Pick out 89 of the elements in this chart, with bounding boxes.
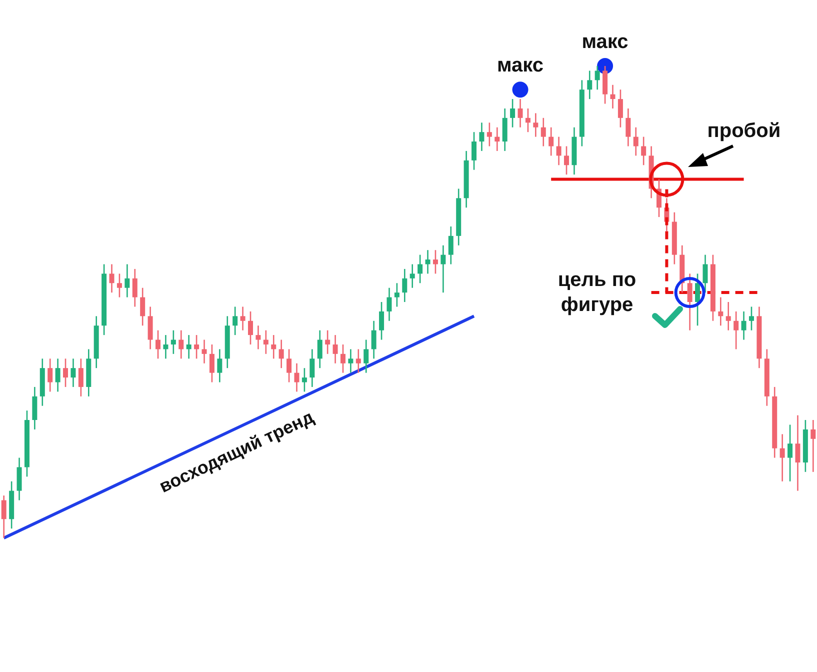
candlestick: [340, 344, 346, 374]
candlestick: [63, 358, 68, 388]
candlestick: [1, 494, 6, 539]
candlestick: [418, 254, 423, 284]
candlestick: [232, 306, 238, 336]
candlestick: [371, 320, 376, 360]
candlestick: [618, 88, 623, 128]
candlestick: [810, 419, 816, 473]
candlestick: [695, 273, 700, 326]
candlestick: [55, 358, 60, 392]
candlestick: [448, 226, 454, 265]
candlestick: [170, 330, 176, 355]
candlestick: [240, 306, 246, 331]
candlestick: [788, 424, 793, 482]
candlestick: [641, 136, 646, 166]
candlestick: [741, 310, 746, 340]
candlestick: [594, 65, 600, 90]
candlestick: [186, 334, 192, 360]
text: макс: [582, 31, 628, 53]
candlestick: [425, 249, 430, 274]
candlestick: [440, 244, 446, 294]
candlestick: [795, 414, 800, 492]
candlestick: [248, 310, 253, 346]
candlestick: [70, 358, 76, 388]
candlestick: [109, 264, 114, 294]
candlestick: [124, 264, 130, 298]
candlestick: [132, 268, 138, 308]
candlestick: [718, 296, 724, 326]
candlestick: [486, 122, 492, 147]
candlestick: [156, 330, 161, 360]
candlestick: [356, 348, 361, 374]
annotation: цель по фигуре: [558, 269, 636, 316]
candlestick: [564, 146, 570, 176]
candlestick: [540, 117, 546, 147]
candlestick: [278, 339, 284, 369]
annotation: макс: [496, 54, 544, 77]
candlestick: [525, 108, 530, 133]
candlestick: [734, 310, 739, 350]
candlestick: [533, 112, 538, 138]
candlestick: [332, 334, 338, 364]
candlestick: [394, 282, 400, 308]
candlestick: [16, 457, 22, 501]
candlestick: [116, 273, 122, 298]
candlestick: [518, 98, 523, 128]
candlestick: [780, 434, 785, 482]
candlestick: [310, 348, 315, 388]
candlestick: [494, 126, 500, 152]
candlestick: [209, 344, 214, 383]
candlestick: [726, 301, 731, 331]
candlestick: [633, 126, 638, 156]
candlestick: [32, 386, 38, 430]
candlestick: [587, 70, 592, 100]
candlestick: [325, 330, 330, 355]
candlestick: [348, 348, 354, 374]
candlestick: [194, 334, 200, 360]
candlestick: [163, 334, 168, 360]
candlestick: [602, 65, 608, 104]
candlestick: [748, 306, 754, 331]
candlestick: [263, 330, 268, 355]
candlestick: [502, 108, 508, 152]
candlestick: [402, 268, 408, 303]
candlestick: [548, 126, 554, 156]
candlestick: [286, 348, 292, 383]
candlestick: [386, 287, 392, 322]
candlestick: [294, 362, 300, 392]
candlestick: [479, 122, 484, 152]
candlestick: [472, 131, 477, 170]
candlestick: [140, 287, 146, 326]
candlestick: [379, 301, 384, 340]
candlestick: [78, 358, 84, 398]
candlestick: [626, 108, 631, 147]
candlestick: [364, 339, 369, 374]
candlestick: [410, 264, 415, 288]
candlestick: [178, 330, 184, 360]
candlestick: [610, 84, 616, 110]
candlestick: [556, 136, 562, 166]
candlestick: [256, 324, 261, 350]
candlestick: [702, 254, 708, 294]
candlestick: [510, 98, 516, 128]
candlestick: [271, 334, 276, 360]
candlestick: [317, 330, 322, 369]
candlestick: [302, 367, 307, 392]
candlestick: [687, 273, 692, 331]
candlestick: [217, 348, 222, 383]
candlestick: [148, 306, 153, 350]
candlestick: [432, 249, 438, 274]
annotation: пробой: [707, 120, 781, 142]
candlestick: [48, 358, 53, 392]
candlestick: [202, 339, 207, 364]
